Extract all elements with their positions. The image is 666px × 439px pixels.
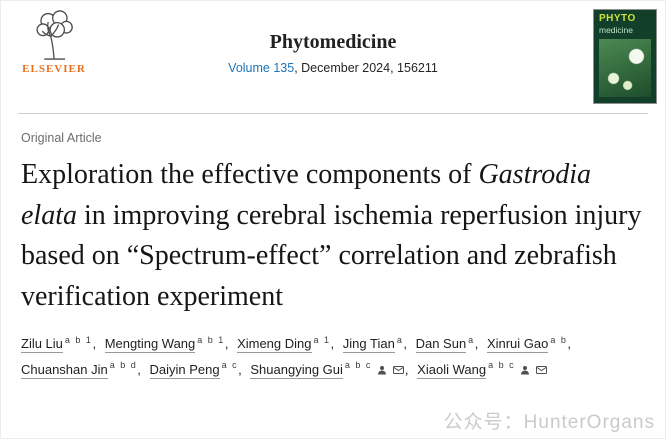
author-separator: , (474, 336, 479, 352)
journal-header: ELSEVIER Phytomedicine Volume 135, Decem… (1, 1, 665, 113)
affiliation-sup[interactable]: a b 1 (197, 335, 225, 346)
author-link[interactable]: Daiyin Peng a c (149, 360, 239, 379)
author-link[interactable]: Xiaoli Wang a b c (417, 360, 548, 379)
elsevier-wordmark: ELSEVIER (22, 63, 86, 75)
author-link[interactable]: Chuanshan Jin a b d (21, 360, 138, 379)
author-separator: , (224, 336, 229, 352)
affiliation-sup[interactable]: a c (221, 360, 239, 371)
affiliation-sup[interactable]: a b (550, 335, 568, 346)
cover-photo (599, 38, 651, 97)
title-part2: in improving cerebral ischemia reperfusi… (21, 199, 642, 312)
author-link[interactable]: Xinrui Gao a b (486, 335, 568, 354)
affiliation-sup[interactable]: a b d (109, 360, 138, 371)
article-type-label: Original Article (21, 131, 102, 145)
affiliation-sup[interactable]: a (396, 335, 404, 346)
cover-title-line2: medicine (599, 25, 634, 35)
person-icon[interactable] (519, 359, 531, 384)
person-icon[interactable] (376, 359, 388, 384)
envelope-icon[interactable] (392, 359, 405, 384)
author-link[interactable]: Shuangying Gui a b c (250, 360, 405, 379)
author-separator: , (404, 361, 409, 377)
author-link[interactable]: Ximeng Ding a 1 (237, 335, 331, 354)
affiliation-sup[interactable]: a 1 (313, 335, 331, 346)
author-separator: , (330, 336, 335, 352)
article-main: Original Article Exploration the effecti… (1, 131, 665, 384)
author-list: Zilu Liu a b 1, Mengting Wang a b 1, Ximen… (21, 331, 645, 384)
affiliation-sup[interactable]: a b c (344, 360, 372, 371)
journal-title[interactable]: Phytomedicine (269, 31, 397, 53)
title-italic-species: Gastrodia elata (21, 159, 591, 231)
cover-title-line1: PHYTO (599, 13, 636, 24)
article-title: Exploration the effective components of … (21, 155, 645, 317)
elsevier-logo[interactable]: ELSEVIER (21, 9, 87, 75)
watermark: 公众号：HunterOrgans (443, 412, 655, 433)
affiliation-sup[interactable]: a b 1 (64, 335, 93, 346)
affiliation-sup[interactable]: a (468, 335, 475, 346)
title-part1: Exploration the effective components of (21, 159, 479, 190)
affiliation-sup[interactable]: a b c (488, 360, 516, 371)
volume-issue-line: Volume 135, December 2024, 156211 (1, 61, 665, 75)
header-divider (18, 113, 648, 114)
journal-cover[interactable]: PHYTO medicine (593, 9, 657, 104)
author-separator: , (137, 361, 141, 377)
envelope-icon[interactable] (535, 359, 548, 384)
author-link[interactable]: Zilu Liu a b 1 (21, 335, 93, 354)
author-separator: , (92, 336, 97, 352)
author-link[interactable]: Dan Sun a (415, 335, 475, 354)
journal-info: Phytomedicine Volume 135, December 2024,… (1, 1, 665, 75)
volume-link[interactable]: Volume 135 (228, 61, 295, 75)
author-link[interactable]: Mengting Wang a b 1 (104, 335, 225, 354)
author-link[interactable]: Jing Tian a (342, 335, 404, 354)
elsevier-tree-icon (21, 9, 87, 61)
author-separator: , (567, 336, 571, 352)
author-separator: , (403, 336, 407, 352)
issue-info: , December 2024, 156211 (294, 61, 438, 75)
author-separator: , (238, 361, 242, 377)
